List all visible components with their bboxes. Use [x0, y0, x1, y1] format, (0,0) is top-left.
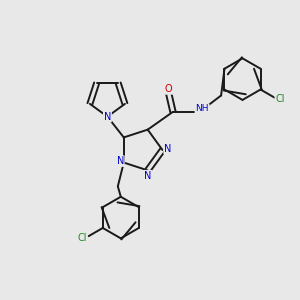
Text: N: N: [144, 171, 152, 181]
Text: NH: NH: [195, 104, 209, 113]
Text: Cl: Cl: [275, 94, 285, 104]
Text: N: N: [164, 143, 172, 154]
Text: O: O: [165, 84, 172, 94]
Text: N: N: [116, 156, 124, 166]
Text: Cl: Cl: [77, 232, 87, 243]
Text: N: N: [104, 112, 111, 122]
